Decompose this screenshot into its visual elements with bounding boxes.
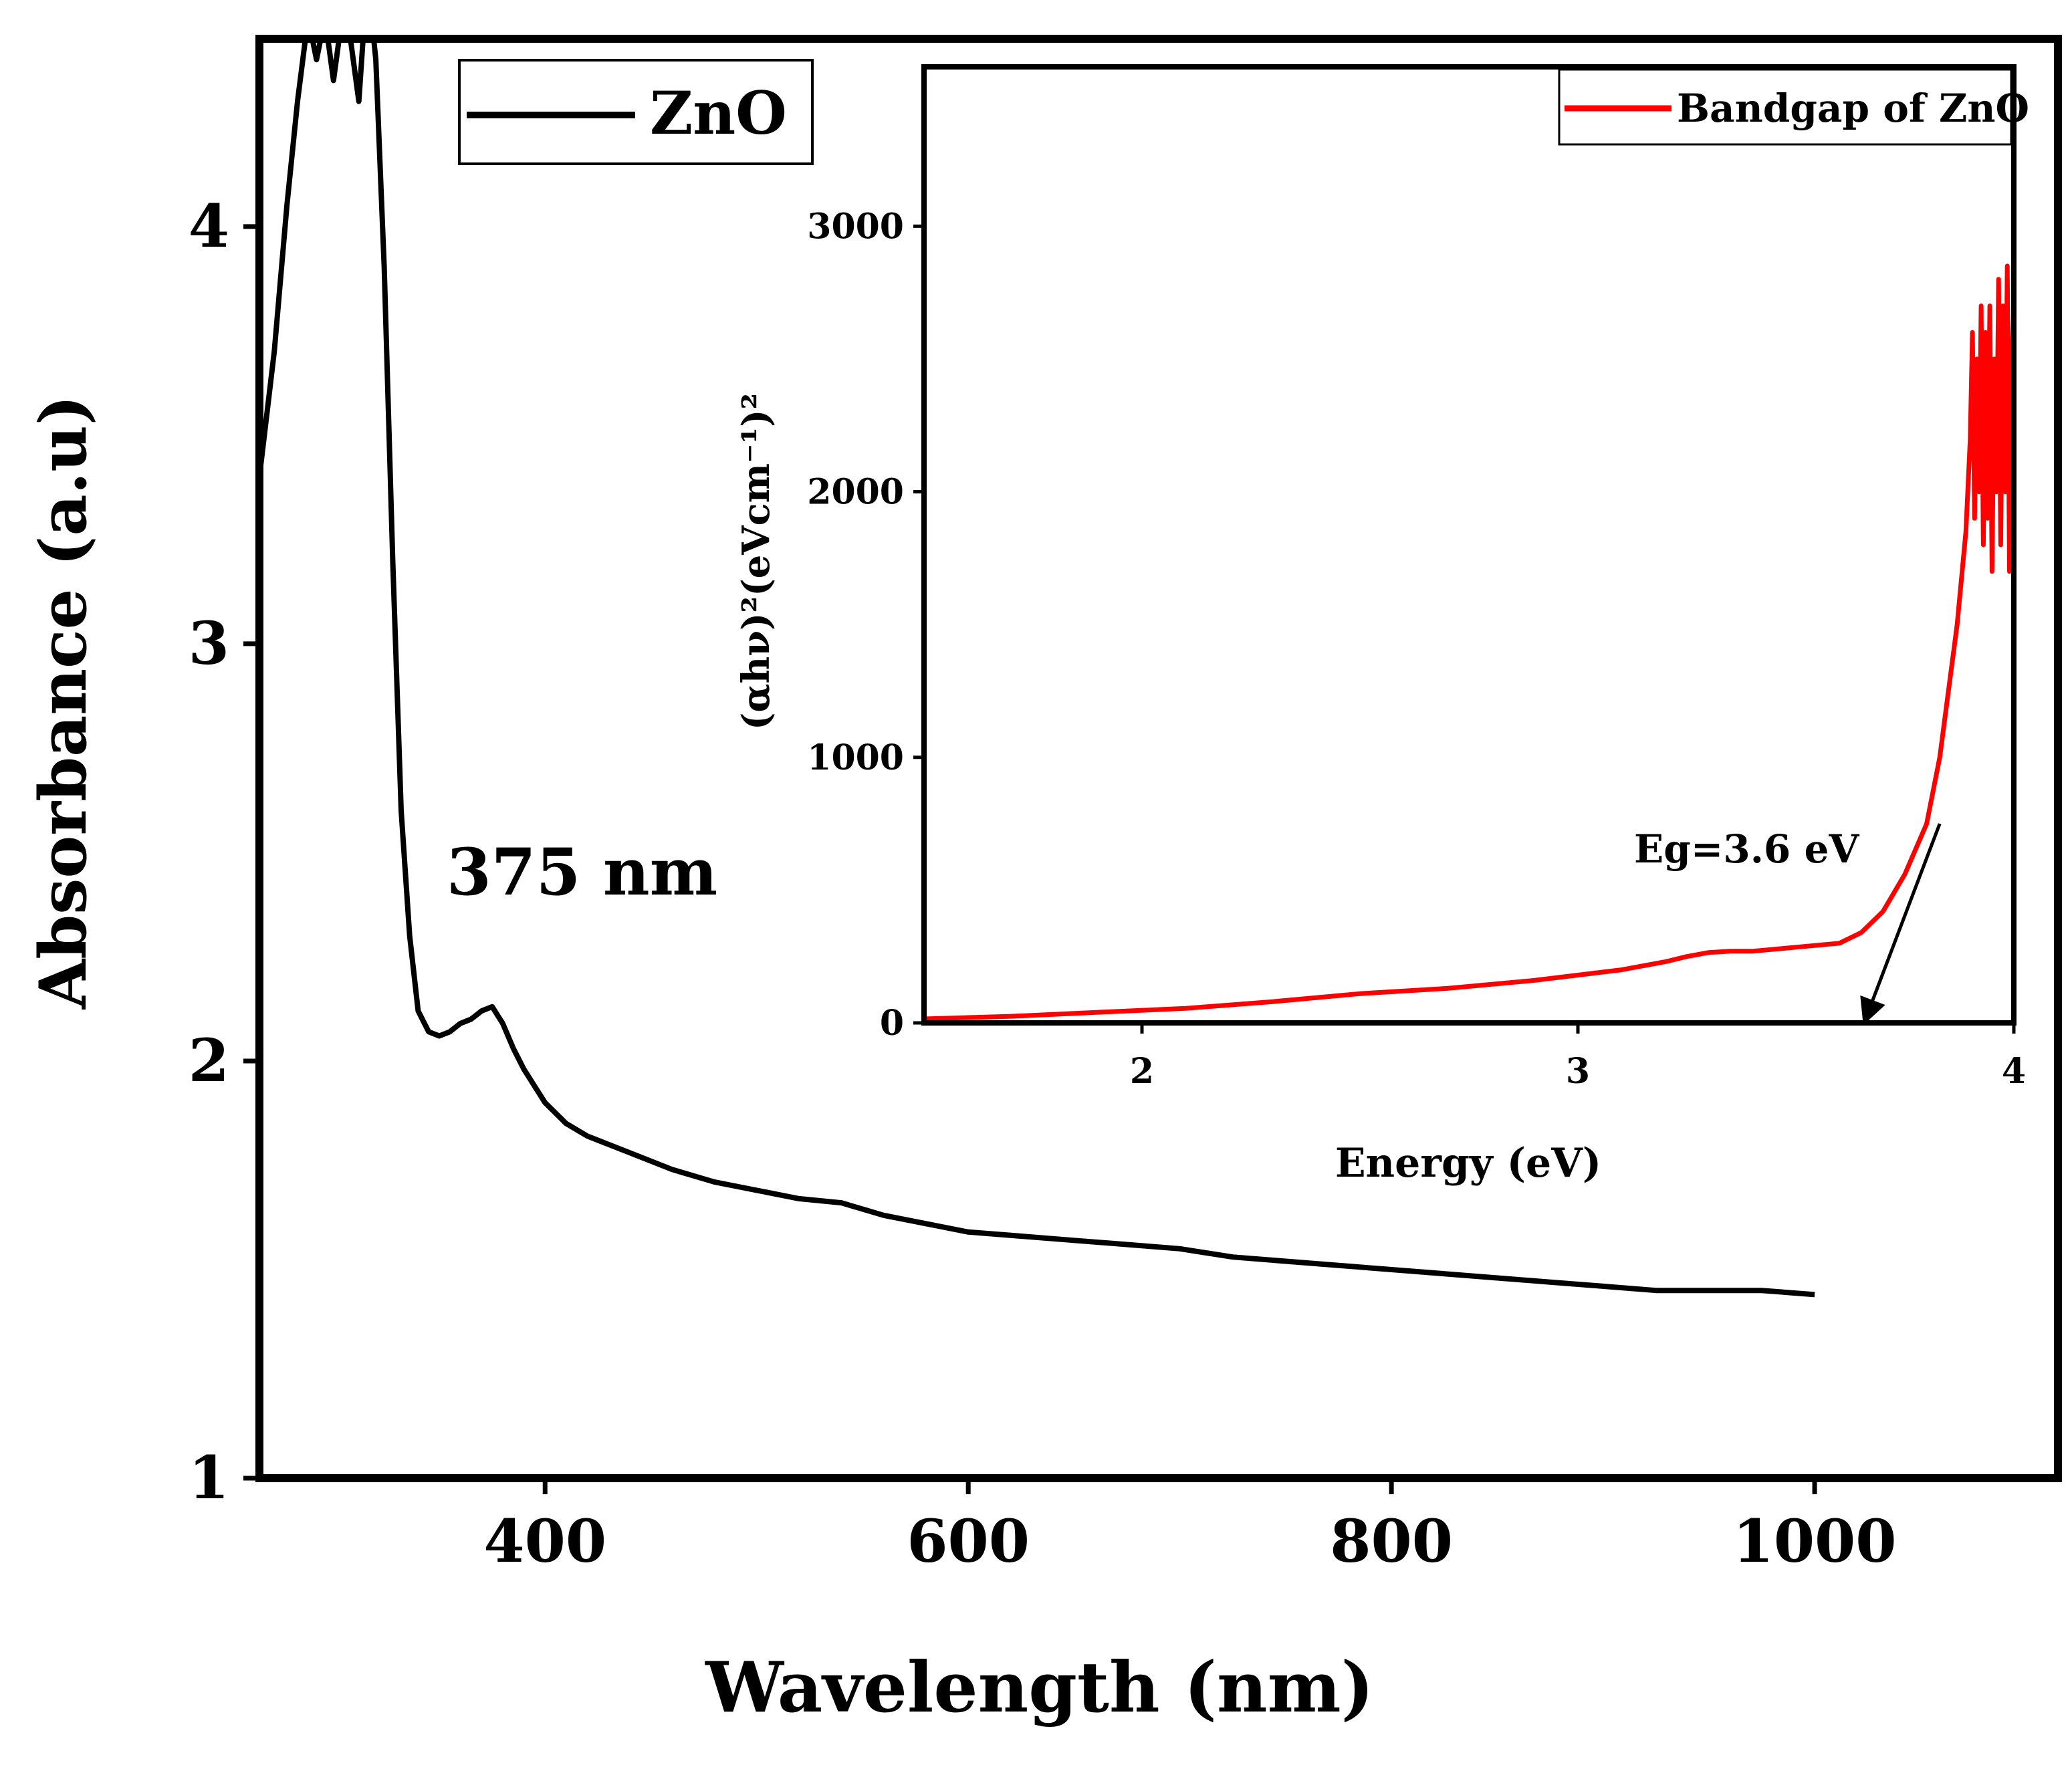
inset-x-tick-label: 2 — [1130, 1051, 1154, 1092]
inset-y-tick-label: 1000 — [807, 737, 904, 778]
peak-annotation: 375 nm — [447, 834, 717, 910]
main-x-tick-label: 800 — [1330, 1506, 1453, 1576]
inset-legend-label: Bandgap of ZnO — [1677, 86, 2029, 131]
main-x-tick-label: 400 — [483, 1506, 606, 1576]
bandgap-arrow — [1860, 823, 1942, 1026]
inset-background — [924, 67, 2014, 1023]
main-y-tick-label: 2 — [189, 1026, 229, 1095]
inset-y-tick-label: 0 — [880, 1003, 904, 1044]
main-legend: ZnO — [458, 59, 814, 165]
main-y-tick-label: 3 — [189, 608, 229, 678]
inset-x-tick-label: 3 — [1566, 1051, 1590, 1092]
main-y-tick-label: 4 — [189, 191, 229, 261]
main-x-axis-label: Wavelength (nm) — [705, 1646, 1374, 1728]
inset-series-line-0 — [924, 263, 2014, 1022]
inset-y-tick-label: 2000 — [807, 472, 904, 513]
inset-legend: Bandgap of ZnO — [1558, 68, 2029, 146]
inset-y-axis-label: (αhν)²(eVcm⁻¹)² — [734, 393, 778, 730]
main-x-tick-label: 600 — [907, 1506, 1030, 1576]
main-y-tick-label: 1 — [189, 1443, 229, 1512]
main-x-tick-label: 1000 — [1733, 1506, 1897, 1576]
inset-x-axis-label: Energy (eV) — [1335, 1140, 1601, 1187]
bandgap-annotation: Eg=3.6 eV — [1634, 826, 1859, 872]
inset-x-tick-label: 4 — [2002, 1051, 2026, 1092]
inset-plot-frame — [921, 64, 2017, 1026]
inset-y-tick-label: 3000 — [807, 206, 904, 247]
main-series-line-0 — [259, 39, 1815, 1298]
main-plot-frame — [255, 35, 2062, 1482]
main-legend-label: ZnO — [650, 78, 787, 148]
main-y-axis-label: Absorbance (a.u) — [25, 395, 101, 1010]
